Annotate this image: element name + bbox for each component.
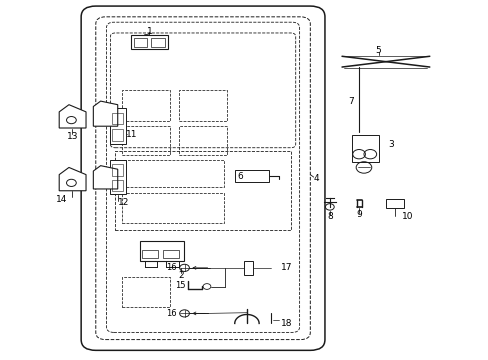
Bar (151, 38, 164, 46)
Bar (351, 135, 378, 162)
Bar (234, 170, 268, 182)
Bar (122, 160, 224, 187)
Bar (385, 199, 404, 208)
Text: 4: 4 (313, 174, 319, 183)
Text: 8: 8 (326, 212, 332, 221)
Text: 3: 3 (387, 140, 393, 149)
Text: 13: 13 (66, 132, 78, 141)
Bar (110, 108, 126, 144)
Polygon shape (93, 101, 118, 126)
Polygon shape (59, 167, 86, 191)
Polygon shape (93, 166, 118, 189)
Text: 14: 14 (56, 195, 67, 204)
Text: 15: 15 (175, 281, 185, 290)
Bar (122, 90, 170, 121)
Text: 2: 2 (178, 270, 183, 279)
Text: 9: 9 (355, 210, 361, 219)
Bar (112, 113, 123, 125)
Text: 5: 5 (375, 46, 381, 55)
Text: 11: 11 (125, 130, 137, 139)
Bar (122, 193, 224, 223)
Bar (140, 241, 183, 261)
Bar (244, 261, 253, 275)
Bar (178, 90, 227, 121)
Text: 12: 12 (118, 198, 129, 207)
Text: 7: 7 (347, 96, 353, 105)
Bar (122, 126, 170, 155)
Bar (163, 250, 179, 258)
Bar (112, 180, 123, 192)
Polygon shape (59, 105, 86, 128)
Bar (131, 35, 167, 49)
Text: 16: 16 (165, 309, 176, 318)
Bar (134, 38, 147, 46)
Bar (178, 126, 227, 155)
Bar (110, 160, 126, 194)
Bar (112, 129, 123, 140)
Text: 16: 16 (165, 264, 176, 273)
Text: 6: 6 (237, 172, 243, 181)
Text: 1: 1 (146, 27, 152, 36)
Bar (115, 151, 290, 230)
Text: 18: 18 (281, 319, 292, 328)
Bar (122, 277, 170, 307)
Text: 17: 17 (281, 264, 292, 273)
Bar (142, 250, 158, 258)
Text: 10: 10 (401, 212, 413, 221)
Bar (112, 164, 123, 176)
